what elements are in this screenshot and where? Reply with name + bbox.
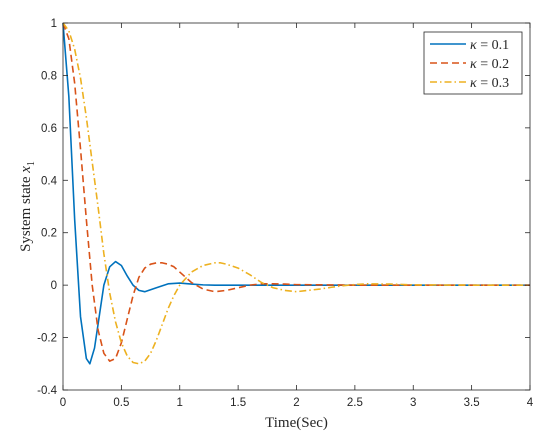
series-line-1: [62, 22, 530, 365]
x-tick-label: 4: [527, 397, 534, 409]
x-tick-label: 0: [60, 397, 66, 409]
series-line-3: [62, 22, 530, 365]
x-tick-label: 3.5: [464, 397, 480, 409]
legend-label-1: κ = 0.1: [470, 38, 509, 53]
y-tick-label: 0.4: [41, 175, 58, 187]
x-tick-label: 2.5: [347, 397, 363, 409]
y-axis-label-subscript: 1: [26, 161, 37, 166]
x-tick-label: 0.5: [113, 397, 129, 409]
series-layer: [62, 22, 530, 365]
legend-box: [423, 31, 523, 95]
y-tick-label: 0: [51, 280, 57, 292]
legend-label-3: κ = 0.3: [470, 76, 509, 91]
x-tick-label: 1.5: [230, 397, 246, 409]
y-axis-label-text: System state: [18, 173, 34, 252]
series-line-2: [62, 22, 530, 362]
y-tick-label: 1: [51, 18, 57, 30]
y-tick-label: -0.4: [37, 385, 57, 397]
y-tick-label: -0.2: [37, 333, 57, 345]
x-tick-label: 3: [410, 397, 416, 409]
x-tick-label: 1: [177, 397, 183, 409]
legend-label-2: κ = 0.2: [470, 57, 509, 72]
y-tick-label: 0.2: [41, 228, 57, 240]
y-tick-label: 0.6: [41, 123, 57, 135]
y-axis-label-math: x: [18, 166, 34, 174]
ticks-layer: 0 0.5 1 1.5 2 2.5 3 3.5 4 -0.4 -0.2 0 0.2 0.4 0.6 0.8 1: [37, 18, 534, 409]
x-axis-label: Time(Sec): [265, 415, 328, 431]
x-tick-label: 2: [293, 397, 299, 409]
legend-items: κ = 0.1 κ = 0.2 κ = 0.3: [430, 38, 509, 91]
y-tick-label: 0.8: [41, 70, 57, 82]
legend: κ = 0.1 κ = 0.2 κ = 0.3: [423, 31, 523, 95]
y-axis-label: System state x1: [18, 161, 37, 252]
